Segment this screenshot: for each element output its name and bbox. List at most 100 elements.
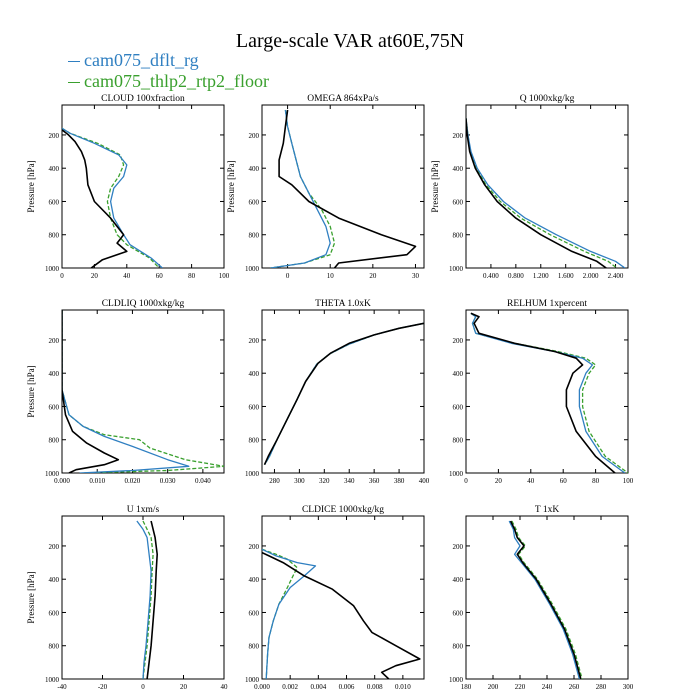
series-line-model1 <box>62 127 163 268</box>
legend: cam075_dflt_rg cam075_thlp2_rtp2_floor <box>68 50 269 92</box>
y-tick-label: 400 <box>249 370 260 378</box>
series-line-model2 <box>511 520 583 679</box>
y-tick-label: 600 <box>49 198 60 206</box>
series-line-model1 <box>263 322 424 466</box>
series-line-ref <box>62 310 120 473</box>
panel-title: U 1xm/s <box>127 505 160 515</box>
x-tick-label: 0.008 <box>367 683 383 691</box>
y-tick-label: 1000 <box>449 265 464 273</box>
series-line-model2 <box>142 520 154 679</box>
series-line-ref <box>470 312 616 473</box>
series-line-model1 <box>270 109 331 268</box>
y-axis-label: Pressure [hPa] <box>226 160 236 212</box>
panel-5: RELHUM 1xpercent 0 20 40 60 80 100 200 400 600 800… <box>449 299 634 485</box>
x-tick-label: 10 <box>327 272 335 280</box>
x-tick-label: 20 <box>91 272 99 280</box>
x-tick-label: 1.200 <box>533 272 549 280</box>
y-tick-label: 200 <box>249 337 260 345</box>
x-tick-label: 0.400 <box>483 272 499 280</box>
series-line-model2 <box>270 109 336 268</box>
x-tick-label: 20 <box>495 477 503 485</box>
x-tick-label: 400 <box>419 477 430 485</box>
x-tick-label: 30 <box>412 272 420 280</box>
x-tick-label: 360 <box>369 477 380 485</box>
y-tick-label: 800 <box>249 437 260 445</box>
series-line-model1 <box>508 520 581 679</box>
y-tick-label: 200 <box>453 337 464 345</box>
x-tick-label: 280 <box>269 477 280 485</box>
series-line-model2 <box>466 118 618 268</box>
series-line-ref <box>262 551 421 679</box>
series-line-model2 <box>62 310 224 473</box>
legend-entry-model1: cam075_dflt_rg <box>68 50 269 71</box>
panel-0: CLOUD 100xfraction 0 20 40 60 80 100 200 400 600 8… <box>26 93 230 280</box>
y-tick-label: 400 <box>49 165 60 173</box>
y-axis-label: Pressure [hPa] <box>26 365 36 417</box>
x-tick-label: 0.800 <box>508 272 524 280</box>
y-tick-label: 800 <box>49 232 60 240</box>
panel-title: CLDICE 1000xkg/kg <box>302 505 384 515</box>
panel-title: CLDLIQ 1000xkg/kg <box>102 299 185 309</box>
plot-area <box>261 104 425 269</box>
y-tick-label: 200 <box>453 132 464 140</box>
y-tick-label: 1000 <box>245 676 260 684</box>
y-tick-label: 1000 <box>245 470 260 478</box>
figure-title: Large-scale VAR at60E,75N <box>235 30 465 52</box>
panel-4: THETA 1.0xK 280 300 320 340 360 380 400 200 400 60… <box>245 299 430 485</box>
plot-area <box>61 515 225 680</box>
panel-2: Q 1000xkg/kg 0.400 0.800 1.200 1.600 2.000 2.4… <box>430 94 629 280</box>
x-tick-label: 0 <box>60 272 64 280</box>
x-tick-label: 2.400 <box>608 272 624 280</box>
series-line-ref <box>62 129 128 268</box>
series-line-model2 <box>263 322 424 466</box>
y-tick-label: 1000 <box>449 676 464 684</box>
x-tick-label: 40 <box>527 477 535 485</box>
series-line-model1 <box>470 312 626 473</box>
x-tick-label: 320 <box>319 477 330 485</box>
panel-8: T 1xK 180 200 220 240 260 280 300 200 400 600 800 10… <box>449 505 634 691</box>
x-tick-label: 2.000 <box>583 272 599 280</box>
series-line-model1 <box>136 520 152 679</box>
x-tick-label: 0 <box>286 272 290 280</box>
y-axis-label: Pressure [hPa] <box>430 160 440 212</box>
plot-area <box>261 515 425 680</box>
x-tick-label: 0.000 <box>254 683 270 691</box>
y-tick-label: 400 <box>249 165 260 173</box>
series-line-model1 <box>262 548 317 679</box>
y-tick-label: 800 <box>249 232 260 240</box>
x-tick-label: -20 <box>98 683 108 691</box>
y-tick-label: 400 <box>453 370 464 378</box>
panel-title: Q 1000xkg/kg <box>520 94 575 104</box>
series-line-model1 <box>62 310 190 473</box>
x-tick-label: 1.600 <box>558 272 574 280</box>
y-tick-label: 600 <box>49 403 60 411</box>
y-tick-label: 1000 <box>45 676 60 684</box>
y-tick-label: 1000 <box>45 265 60 273</box>
y-tick-label: 400 <box>453 165 464 173</box>
y-tick-label: 200 <box>49 543 60 551</box>
x-tick-label: 0.010 <box>395 683 411 691</box>
x-tick-label: 80 <box>188 272 196 280</box>
panel-title: THETA 1.0xK <box>315 299 371 309</box>
y-tick-label: 600 <box>453 609 464 617</box>
x-tick-label: 80 <box>592 477 600 485</box>
plot-area <box>465 104 629 269</box>
x-tick-label: 0.010 <box>89 477 105 485</box>
y-tick-label: 800 <box>453 437 464 445</box>
x-tick-label: 0.002 <box>282 683 298 691</box>
y-tick-label: 800 <box>49 643 60 651</box>
y-tick-label: 200 <box>249 543 260 551</box>
plot-area <box>61 309 225 474</box>
y-tick-label: 600 <box>453 198 464 206</box>
legend-swatch-model2 <box>68 82 80 84</box>
x-tick-label: 20 <box>180 683 188 691</box>
y-tick-label: 600 <box>249 609 260 617</box>
legend-swatch-model1 <box>68 61 80 63</box>
series-line-ref <box>146 520 158 679</box>
x-tick-label: 0.020 <box>125 477 141 485</box>
x-tick-label: 60 <box>560 477 568 485</box>
x-tick-label: 0.006 <box>339 683 355 691</box>
x-tick-label: 0.004 <box>310 683 326 691</box>
panel-1: OMEGA 864xPa/s 0 10 20 30 200 400 600 800 1000 Pre… <box>226 94 425 280</box>
series-line-ref <box>263 322 424 466</box>
